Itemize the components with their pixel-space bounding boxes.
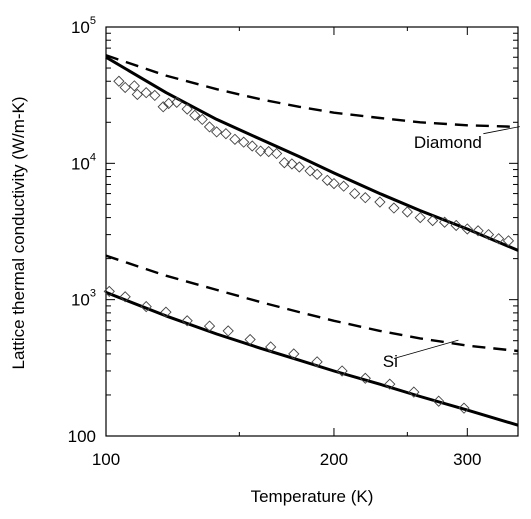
y-axis-title: Lattice thermal conductivity (W/m-K) <box>9 96 28 369</box>
y-tick-label: 100 <box>68 427 96 446</box>
diamond-marker <box>160 306 172 318</box>
y-tick-base: 100 <box>68 427 96 446</box>
y-tick-label: 103 <box>71 288 96 310</box>
diamond-marker <box>181 103 193 115</box>
diamond-marker <box>244 333 256 346</box>
diamond-marker <box>246 140 258 152</box>
diamond-marker <box>288 348 300 360</box>
diamond-marker <box>171 96 183 109</box>
diamond-marker <box>349 187 361 200</box>
x-tick-label: 100 <box>92 450 120 469</box>
annotation-label-0: Diamond <box>414 133 482 152</box>
diamond-marker <box>461 223 473 235</box>
marker-series-4 <box>113 75 515 247</box>
y-tick-base: 10 <box>71 154 90 173</box>
diamond-marker <box>450 219 462 232</box>
diamond-marker <box>338 180 350 192</box>
diamond-marker <box>414 211 426 224</box>
axis-ticks <box>105 26 519 437</box>
solid-curve-2 <box>105 291 519 427</box>
diamond-marker <box>458 402 470 414</box>
diamond-marker <box>293 161 305 173</box>
diamond-marker <box>157 101 169 113</box>
y-tick-exponent: 4 <box>90 151 96 163</box>
y-tick-base: 10 <box>71 291 90 310</box>
diamond-marker <box>359 372 371 384</box>
diamond-marker <box>203 320 216 332</box>
diamond-marker <box>433 395 445 407</box>
diamond-marker <box>265 341 277 353</box>
diamond-marker <box>103 285 115 298</box>
diamond-marker <box>270 147 283 160</box>
diamond-marker <box>229 133 241 145</box>
diamond-marker <box>220 128 232 140</box>
diamond-marker <box>238 136 250 148</box>
annotation-pointer-1 <box>393 339 459 359</box>
diamond-marker <box>140 87 152 99</box>
diamond-marker <box>493 233 505 245</box>
diamond-marker <box>408 386 420 398</box>
diamond-marker <box>222 325 234 337</box>
diamond-marker <box>438 216 451 228</box>
diamond-marker <box>119 291 131 303</box>
x-axis-title: Temperature (K) <box>251 487 374 506</box>
x-tick-label: 200 <box>320 450 348 469</box>
diamond-marker <box>311 356 323 368</box>
y-tick-exponent: 5 <box>90 15 96 27</box>
diamond-marker <box>427 214 439 227</box>
diamond-marker <box>263 145 275 158</box>
annotation-label-1: Si <box>383 352 398 371</box>
diamond-marker <box>196 113 208 126</box>
y-tick-label: 104 <box>71 151 96 173</box>
diamond-marker <box>203 121 216 133</box>
diamond-marker <box>189 109 201 121</box>
plot-border <box>105 26 519 437</box>
diamond-marker <box>304 165 316 177</box>
diamond-marker <box>328 177 340 190</box>
diamond-marker <box>181 315 193 327</box>
diamond-marker <box>211 126 223 138</box>
diamond-marker <box>374 196 386 208</box>
dashed-curve-3 <box>105 254 519 353</box>
diamond-marker <box>286 158 298 170</box>
solid-curve-0 <box>105 55 519 252</box>
diamond-marker <box>321 174 333 187</box>
diamond-marker <box>336 365 348 377</box>
diamond-marker <box>278 157 290 169</box>
diamond-marker <box>482 228 495 241</box>
annotations: Diamond Si <box>383 126 520 371</box>
dashed-curve-1 <box>105 54 519 129</box>
diamond-marker <box>128 80 140 92</box>
diamond-marker <box>388 202 400 214</box>
plot-frame <box>105 26 519 437</box>
diamond-marker <box>359 192 371 204</box>
y-tick-exponent: 3 <box>90 288 96 300</box>
diamond-marker <box>311 168 323 181</box>
diamond-marker <box>502 235 515 247</box>
diamond-marker <box>119 81 131 94</box>
annotation-pointer-0 <box>483 126 520 135</box>
diamond-marker <box>254 145 267 157</box>
diamond-marker <box>401 206 413 218</box>
marker-series-5 <box>103 285 470 414</box>
x-tick-label: 300 <box>453 450 481 469</box>
y-tick-base: 10 <box>71 18 90 37</box>
diamond-marker <box>140 300 152 313</box>
diamond-marker <box>113 75 125 87</box>
diamond-marker <box>149 89 161 102</box>
diamond-marker <box>131 88 143 101</box>
y-tick-label: 105 <box>71 15 96 37</box>
diamond-marker <box>384 378 396 390</box>
diamond-marker <box>472 225 484 237</box>
series-group <box>103 54 519 427</box>
